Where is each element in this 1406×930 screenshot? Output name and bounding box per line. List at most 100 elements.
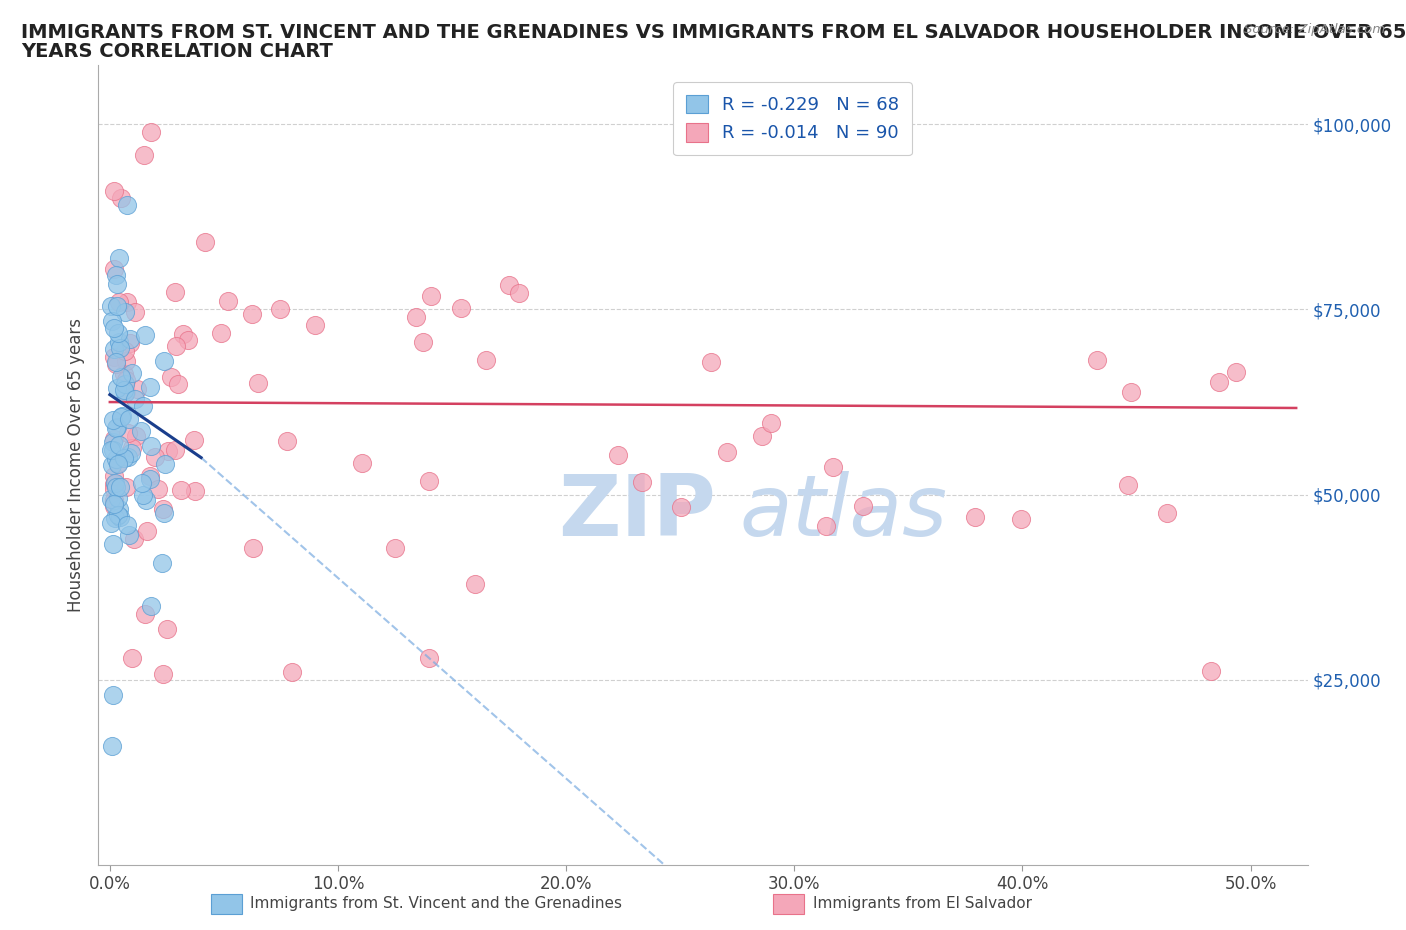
Point <box>103 498 125 513</box>
Point <box>108 294 131 309</box>
Point <box>1010 512 1032 526</box>
Point <box>114 450 136 465</box>
Point <box>101 434 124 449</box>
Point <box>104 511 127 525</box>
Point <box>669 499 692 514</box>
Point <box>170 483 193 498</box>
Point <box>105 354 128 369</box>
Point <box>103 342 125 357</box>
Point <box>139 472 162 486</box>
Text: atlas: atlas <box>740 472 948 554</box>
Point <box>107 380 129 395</box>
Point <box>108 340 131 355</box>
Point <box>194 234 217 249</box>
Point <box>759 416 782 431</box>
Point <box>136 524 159 538</box>
Point <box>138 379 160 394</box>
Point <box>498 277 520 292</box>
Point <box>107 456 129 471</box>
Point <box>117 449 139 464</box>
Point <box>115 373 138 388</box>
Point <box>105 479 128 494</box>
Point <box>420 288 443 303</box>
Point <box>117 426 139 441</box>
Point <box>751 429 773 444</box>
Point <box>814 518 837 533</box>
Point <box>110 191 132 206</box>
Point <box>134 606 156 621</box>
Point <box>103 184 125 199</box>
Point <box>103 262 125 277</box>
Point <box>450 301 472 316</box>
Point <box>110 479 132 494</box>
Point <box>118 411 141 426</box>
Point <box>103 350 125 365</box>
Point <box>108 510 131 525</box>
Text: IMMIGRANTS FROM ST. VINCENT AND THE GRENADINES VS IMMIGRANTS FROM EL SALVADOR HO: IMMIGRANTS FROM ST. VINCENT AND THE GREN… <box>21 23 1406 42</box>
Point <box>1119 385 1142 400</box>
Point <box>412 335 434 350</box>
Point <box>107 326 129 340</box>
Point <box>247 376 270 391</box>
Point <box>821 459 844 474</box>
Point <box>152 666 174 681</box>
Point <box>281 665 304 680</box>
Point <box>115 198 138 213</box>
Point <box>100 443 122 458</box>
Point <box>1208 375 1230 390</box>
Point <box>115 384 138 399</box>
Text: Immigrants from El Salvador: Immigrants from El Salvador <box>813 897 1032 911</box>
Point <box>114 377 136 392</box>
Point <box>405 310 427 325</box>
Point <box>104 356 127 371</box>
Point <box>108 251 131 266</box>
Point <box>114 343 136 358</box>
Point <box>107 507 129 522</box>
Point <box>112 382 135 397</box>
Point <box>166 377 188 392</box>
Point <box>108 437 131 452</box>
Point <box>132 399 155 414</box>
Point <box>139 125 162 140</box>
Point <box>105 420 128 435</box>
Point <box>139 598 162 613</box>
Point <box>103 413 125 428</box>
Point <box>152 501 174 516</box>
Point <box>131 487 153 502</box>
Point <box>143 450 166 465</box>
Point <box>105 277 128 292</box>
Point <box>165 339 187 353</box>
Point <box>157 444 180 458</box>
Point <box>124 305 146 320</box>
Point <box>108 502 131 517</box>
Text: YEARS CORRELATION CHART: YEARS CORRELATION CHART <box>21 42 333 60</box>
Point <box>474 353 496 368</box>
Point <box>163 285 186 299</box>
Point <box>607 447 630 462</box>
Point <box>1116 477 1139 492</box>
Point <box>508 286 530 300</box>
Point <box>105 420 128 435</box>
Point <box>103 687 125 702</box>
Point <box>384 540 406 555</box>
Point <box>117 518 139 533</box>
Point <box>121 440 143 455</box>
Point <box>118 331 141 346</box>
Point <box>159 369 181 384</box>
Text: ZIP: ZIP <box>558 472 716 554</box>
Point <box>121 365 143 380</box>
Y-axis label: Householder Income Over 65 years: Householder Income Over 65 years <box>67 318 86 612</box>
Point <box>122 532 145 547</box>
Point <box>103 469 125 484</box>
Point <box>124 392 146 406</box>
Point <box>101 442 124 457</box>
Point <box>700 354 723 369</box>
Point <box>150 555 173 570</box>
Point <box>114 305 136 320</box>
Point <box>118 527 141 542</box>
Point <box>120 446 142 461</box>
Point <box>100 492 122 507</box>
Point <box>107 335 129 350</box>
Point <box>115 295 138 310</box>
Point <box>114 353 136 368</box>
